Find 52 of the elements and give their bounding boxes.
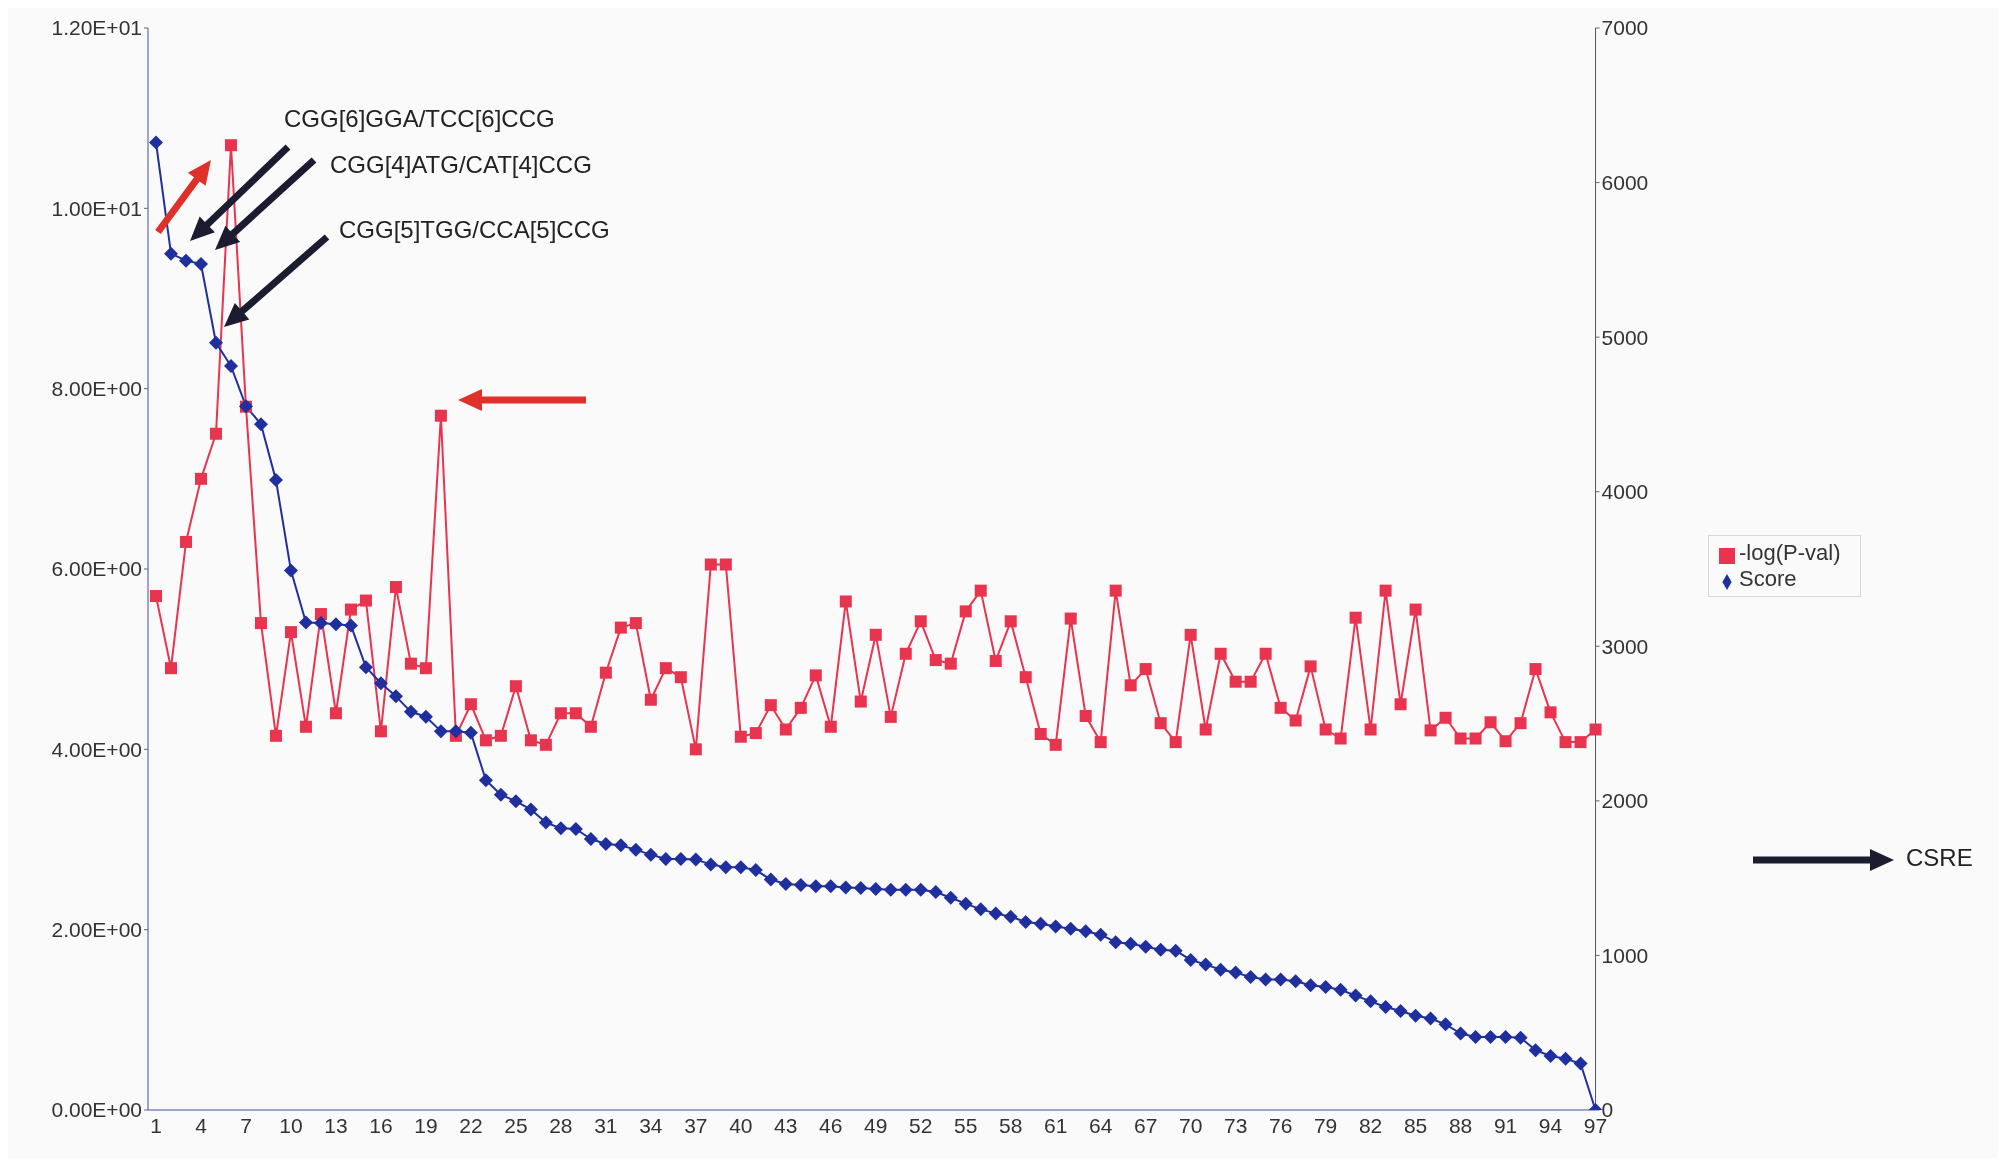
annotation: CGG[5]TGG/CCA[5]CCG [339,216,610,244]
y-tick-label: 1.20E+01 [51,16,142,40]
x-tick-label: 49 [864,1113,888,1137]
x-tick-label: 28 [549,1113,573,1137]
x-tick-label: 67 [1134,1113,1158,1137]
y2-tick-label: 4000 [1601,480,1649,504]
y2-tick-label: 3000 [1601,634,1649,658]
x-tick-label: 37 [684,1113,708,1137]
x-tick-label: 58 [999,1113,1023,1137]
x-tick-label: 16 [369,1113,393,1137]
y2-tick-label: 2000 [1601,789,1649,813]
x-tick-label: 25 [504,1113,528,1137]
x-tick-label: 79 [1313,1113,1338,1137]
annotation: CGG[4]ATG/CAT[4]CCG [330,151,592,179]
x-tick-label: 64 [1089,1113,1113,1137]
x-tick-label: 91 [1493,1113,1518,1137]
y2-tick-label: 6000 [1601,171,1649,195]
y2-tick-label: 7000 [1601,16,1649,40]
x-tick-label: 19 [414,1113,438,1137]
x-tick-label: 94 [1538,1113,1563,1137]
x-tick-label: 22 [459,1113,483,1137]
y-tick-label: 0.00E+00 [51,1098,142,1122]
y2-tick-label: 5000 [1601,325,1649,349]
y-tick-label: 4.00E+00 [51,737,142,761]
legend-label: -log(P-val) [1739,540,1841,565]
x-tick-label: 10 [279,1113,303,1137]
x-tick-label: 85 [1403,1113,1428,1137]
text: CSRE [1906,844,1973,872]
x-tick-label: 7 [240,1113,252,1137]
x-tick-label: 55 [954,1113,978,1137]
x-tick-label: 13 [324,1113,348,1137]
x-tick-label: 4 [195,1113,208,1137]
y-tick-label: 1.00E+01 [51,196,142,220]
y-tick-label: 2.00E+00 [51,918,142,942]
y-tick-label: 8.00E+00 [51,377,142,401]
y2-tick-label: 1000 [1601,943,1649,967]
x-tick-label: 1 [150,1113,162,1137]
x-tick-label: 73 [1223,1113,1248,1137]
x-tick-label: 43 [774,1113,798,1137]
x-tick-label: 61 [1044,1113,1068,1137]
x-tick-label: 52 [909,1113,933,1137]
x-tick-label: 46 [819,1113,843,1137]
x-tick-label: 31 [594,1113,618,1137]
x-tick-label: 82 [1358,1113,1383,1137]
x-tick-label: 34 [639,1113,663,1137]
legend-label: Score [1739,566,1797,591]
x-tick-label: 40 [729,1113,753,1137]
y-tick-label: 6.00E+00 [51,557,142,581]
annotation: CGG[6]GGA/TCC[6]CCG [284,105,555,133]
x-tick-label: 76 [1268,1113,1293,1137]
x-tick-label: 88 [1448,1113,1473,1137]
x-tick-label: 70 [1178,1113,1203,1137]
